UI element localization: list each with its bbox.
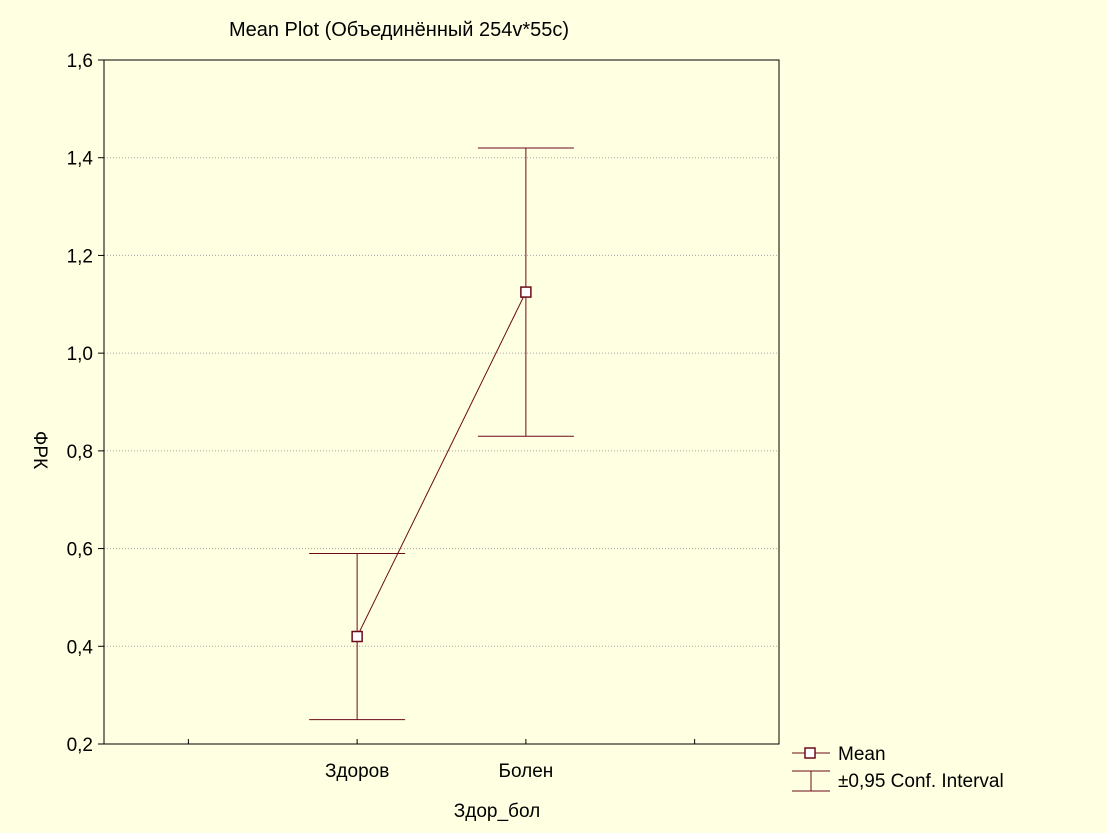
- series-layer: [309, 147, 574, 721]
- y-tick-label: 1,2: [67, 246, 93, 267]
- legend: Mean ±0,95 Conf. Interval: [792, 744, 1004, 792]
- mean-point: [351, 630, 363, 643]
- plot-frame: [103, 59, 780, 745]
- mean-line: [356, 291, 527, 637]
- y-tick-label: 0,8: [67, 442, 93, 463]
- y-tick-label: 1,6: [67, 51, 93, 72]
- x-tick-label: Здоров: [325, 761, 389, 782]
- y-tick-label: 1,4: [67, 149, 94, 170]
- y-axis-label: ФРК: [29, 431, 50, 469]
- y-tick-label: 0,4: [67, 637, 94, 658]
- y-tick-label: 0,2: [67, 735, 93, 756]
- chart-title: Mean Plot (Объединённый 254v*55c): [229, 19, 569, 41]
- y-tick-label: 0,6: [67, 540, 93, 561]
- axis-ticks: 0,2 0,4 0,6 0,8 1,0 1,2 1,4 1,6 Здоров Болен: [67, 51, 696, 782]
- grid-lines: [104, 157, 779, 647]
- legend-mean-label: Mean: [838, 744, 886, 765]
- mean-point: [520, 286, 532, 298]
- legend-mean-marker: [804, 747, 816, 759]
- x-axis-label: Здор_бол: [454, 801, 540, 822]
- x-tick-label: Болен: [498, 761, 553, 782]
- y-tick-label: 1,0: [67, 344, 93, 365]
- legend-ci-label: ±0,95 Conf. Interval: [838, 771, 1004, 792]
